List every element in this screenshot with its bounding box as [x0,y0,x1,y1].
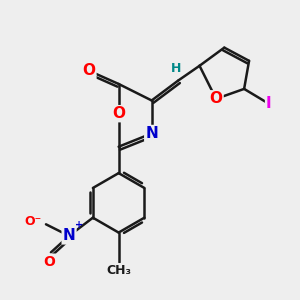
Text: H: H [171,61,182,75]
Text: O: O [112,106,125,121]
Text: O: O [209,91,223,106]
Text: N: N [145,126,158,141]
Text: O: O [43,255,55,268]
Text: CH₃: CH₃ [106,264,131,277]
Text: O⁻: O⁻ [25,214,42,227]
Text: N: N [63,228,76,243]
Text: +: + [75,220,83,230]
Text: O: O [82,63,95,78]
Text: I: I [266,96,272,111]
